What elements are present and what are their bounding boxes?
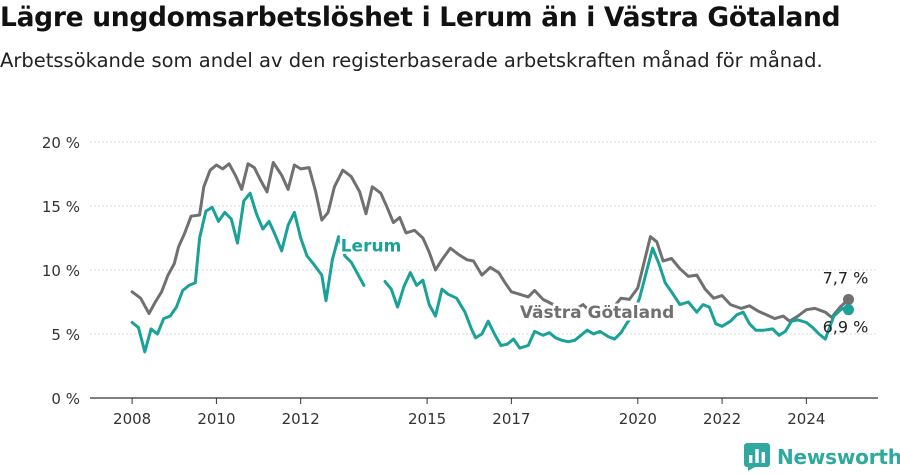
- x-tick-label: 2020: [619, 410, 657, 428]
- end-value-label-lerum: 6,9 %: [823, 318, 869, 337]
- end-value-label-vastra-gotaland: 7,7 %: [823, 268, 869, 287]
- end-markers: 7,7 % 6,9 %: [823, 268, 869, 336]
- series-line-vastra-gotaland: [130, 161, 850, 323]
- chart-title: Lägre ungdomsarbetslöshet i Lerum än i V…: [0, 2, 841, 33]
- y-tick-label: 20 %: [42, 134, 80, 152]
- y-tick-label: 10 %: [42, 262, 80, 280]
- series-label-vastra-gotaland: Västra Götaland: [520, 303, 675, 323]
- x-tick-label: 2008: [113, 410, 151, 428]
- series-lines: [130, 161, 850, 354]
- y-tick-label: 0 %: [51, 390, 80, 408]
- y-tick-label: 5 %: [51, 326, 80, 344]
- brand-name: Newsworthy: [777, 445, 900, 469]
- x-tick-label: 2022: [703, 410, 741, 428]
- x-tick-label: 2010: [197, 410, 235, 428]
- x-tick-label: 2024: [787, 410, 825, 428]
- x-axis-ticks: 2008 2010 2012 2015 2017 2020 2022 2024: [113, 398, 825, 428]
- series-labels: Västra Götaland Lerum: [338, 234, 677, 325]
- end-marker-vastra-gotaland: [843, 293, 855, 305]
- series-line-lerum: [130, 191, 850, 354]
- y-axis-ticks: 0 % 5 % 10 % 15 % 20 %: [42, 134, 80, 408]
- y-tick-label: 15 %: [42, 198, 80, 216]
- x-tick-label: 2017: [492, 410, 530, 428]
- x-tick-label: 2012: [282, 410, 320, 428]
- series-label-lerum: Lerum: [341, 237, 402, 257]
- x-tick-label: 2015: [408, 410, 446, 428]
- brand-logo: Newsworthy: [744, 442, 900, 472]
- chart-subtitle: Arbetssökande som andel av den registerb…: [0, 49, 823, 72]
- end-marker-lerum: [843, 304, 855, 316]
- gridlines: [90, 141, 878, 335]
- bar-chart-logo-icon: [744, 443, 770, 471]
